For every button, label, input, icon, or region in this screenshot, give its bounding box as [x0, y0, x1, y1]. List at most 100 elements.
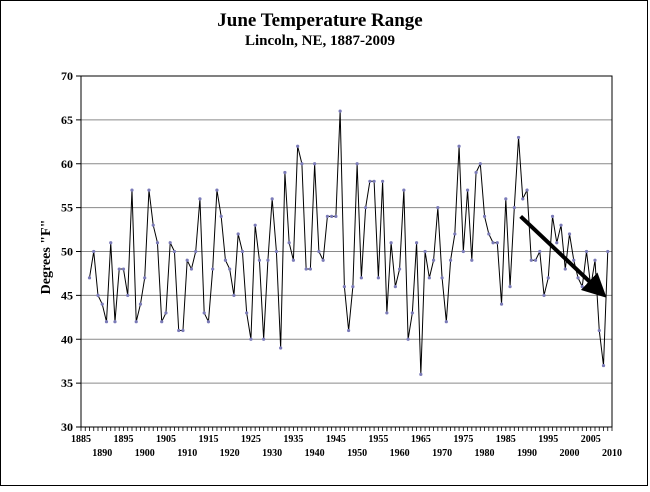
- x-tick-labels: 1885 1895 1905 1915 1925 1935 1945 1955 1965 1975…: [71, 434, 622, 459]
- data-point: [249, 337, 253, 341]
- data-point: [584, 249, 589, 254]
- data-point: [92, 249, 96, 254]
- data-point: [389, 241, 393, 245]
- data-point: [274, 249, 279, 254]
- x-tick-label: 1885: [71, 434, 91, 445]
- data-point: [482, 214, 487, 218]
- data-point: [495, 241, 499, 245]
- data-point: [542, 293, 546, 297]
- data-point: [563, 267, 567, 271]
- data-point: [160, 320, 164, 324]
- x-tick-label: 1940: [305, 448, 325, 459]
- data-point: [423, 249, 427, 254]
- data-point: [461, 249, 465, 254]
- x-tick-label: 1920: [220, 448, 240, 459]
- data-point: [147, 188, 151, 192]
- data-point: [266, 258, 270, 262]
- data-point: [436, 206, 440, 210]
- data-point: [474, 170, 478, 175]
- x-tick-label: 1895: [113, 434, 133, 445]
- data-point: [143, 276, 147, 280]
- x-tick-label: 2005: [581, 434, 601, 445]
- data-point: [381, 179, 385, 183]
- data-point: [287, 241, 291, 245]
- data-point: [364, 206, 368, 210]
- data-point: [215, 188, 219, 192]
- x-tick-label: 1905: [156, 434, 176, 445]
- chart-subtitle: Lincoln, NE, 1887-2009: [245, 33, 395, 49]
- y-tick-labels: 30 35 40 45 50 55 60 65 70: [61, 69, 73, 434]
- data-point: [117, 267, 121, 271]
- y-tick-label: 60: [61, 157, 73, 171]
- data-point: [321, 258, 325, 262]
- x-tick-label: 1935: [283, 434, 303, 445]
- y-tick-label: 35: [61, 376, 73, 390]
- data-point: [406, 337, 410, 341]
- x-tick-label: 1945: [326, 434, 346, 445]
- data-point: [313, 162, 317, 166]
- trend-arrow: [519, 214, 607, 298]
- x-tick-label: 2000: [560, 448, 580, 459]
- data-point: [202, 311, 206, 315]
- data-point: [104, 320, 109, 324]
- data-point: [87, 276, 92, 280]
- x-tick-label: 1970: [432, 448, 452, 459]
- data-point: [546, 276, 550, 280]
- data-point: [414, 241, 419, 245]
- data-point: [533, 258, 538, 262]
- data-point: [236, 232, 240, 236]
- x-tick-label: 1985: [496, 434, 516, 445]
- data-point: [521, 197, 525, 201]
- data-point: [206, 320, 211, 324]
- y-tick-label: 70: [61, 69, 73, 83]
- chart-title: June Temperature Range: [217, 10, 422, 31]
- data-point: [525, 188, 529, 192]
- y-axis-label: Degrees "F": [39, 220, 54, 295]
- data-point: [593, 258, 597, 262]
- data-point: [177, 328, 181, 333]
- data-point: [185, 258, 189, 262]
- data-point: [516, 135, 521, 140]
- data-point: [550, 214, 555, 218]
- data-point: [219, 214, 223, 218]
- data-point: [385, 311, 389, 315]
- data-point: [555, 241, 559, 245]
- data-point: [508, 285, 512, 289]
- data-point: [223, 258, 228, 262]
- x-tick-label: 1930: [262, 448, 282, 459]
- x-tick-label: 1975: [453, 434, 473, 445]
- data-point: [478, 162, 482, 166]
- data-point: [529, 258, 533, 262]
- data-point: [457, 144, 461, 148]
- data-point: [134, 320, 138, 324]
- data-point: [440, 276, 444, 280]
- data-point: [538, 249, 542, 254]
- x-tick-label: 1890: [92, 448, 112, 459]
- data-point: [253, 223, 257, 227]
- x-tick-label: 1980: [475, 448, 495, 459]
- y-tick-label: 65: [61, 113, 73, 127]
- data-point: [181, 328, 185, 333]
- data-point: [189, 267, 194, 271]
- x-tick-label: 1925: [241, 434, 261, 445]
- y-tick-label: 55: [61, 201, 73, 215]
- data-point: [504, 197, 508, 201]
- data-point: [334, 214, 338, 218]
- annotation-layer: [519, 214, 607, 298]
- data-point: [100, 302, 104, 306]
- data-point: [228, 267, 232, 271]
- data-point: [155, 241, 160, 245]
- data-point: [296, 144, 300, 148]
- data-point: [601, 363, 606, 368]
- y-tick-label: 45: [61, 288, 73, 302]
- y-tick-label: 30: [61, 420, 73, 434]
- data-point: [164, 311, 168, 315]
- data-point: [580, 285, 584, 289]
- data-point: [96, 293, 100, 297]
- data-point: [257, 258, 262, 262]
- data-point: [347, 328, 351, 333]
- data-point: [567, 232, 572, 236]
- data-point: [126, 293, 130, 297]
